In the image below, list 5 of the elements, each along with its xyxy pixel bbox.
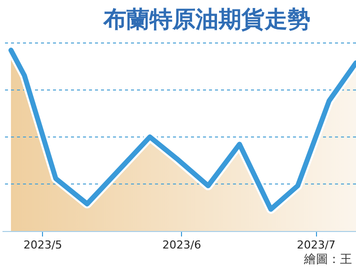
chart-title: 布蘭特原油期貨走勢	[102, 7, 310, 33]
x-tick-label: 2023/7	[296, 238, 336, 252]
text: 繪圖：王	[303, 252, 352, 266]
x-tick-label: 2023/6	[162, 238, 202, 252]
x-tick-label: 2023/5	[23, 238, 62, 252]
